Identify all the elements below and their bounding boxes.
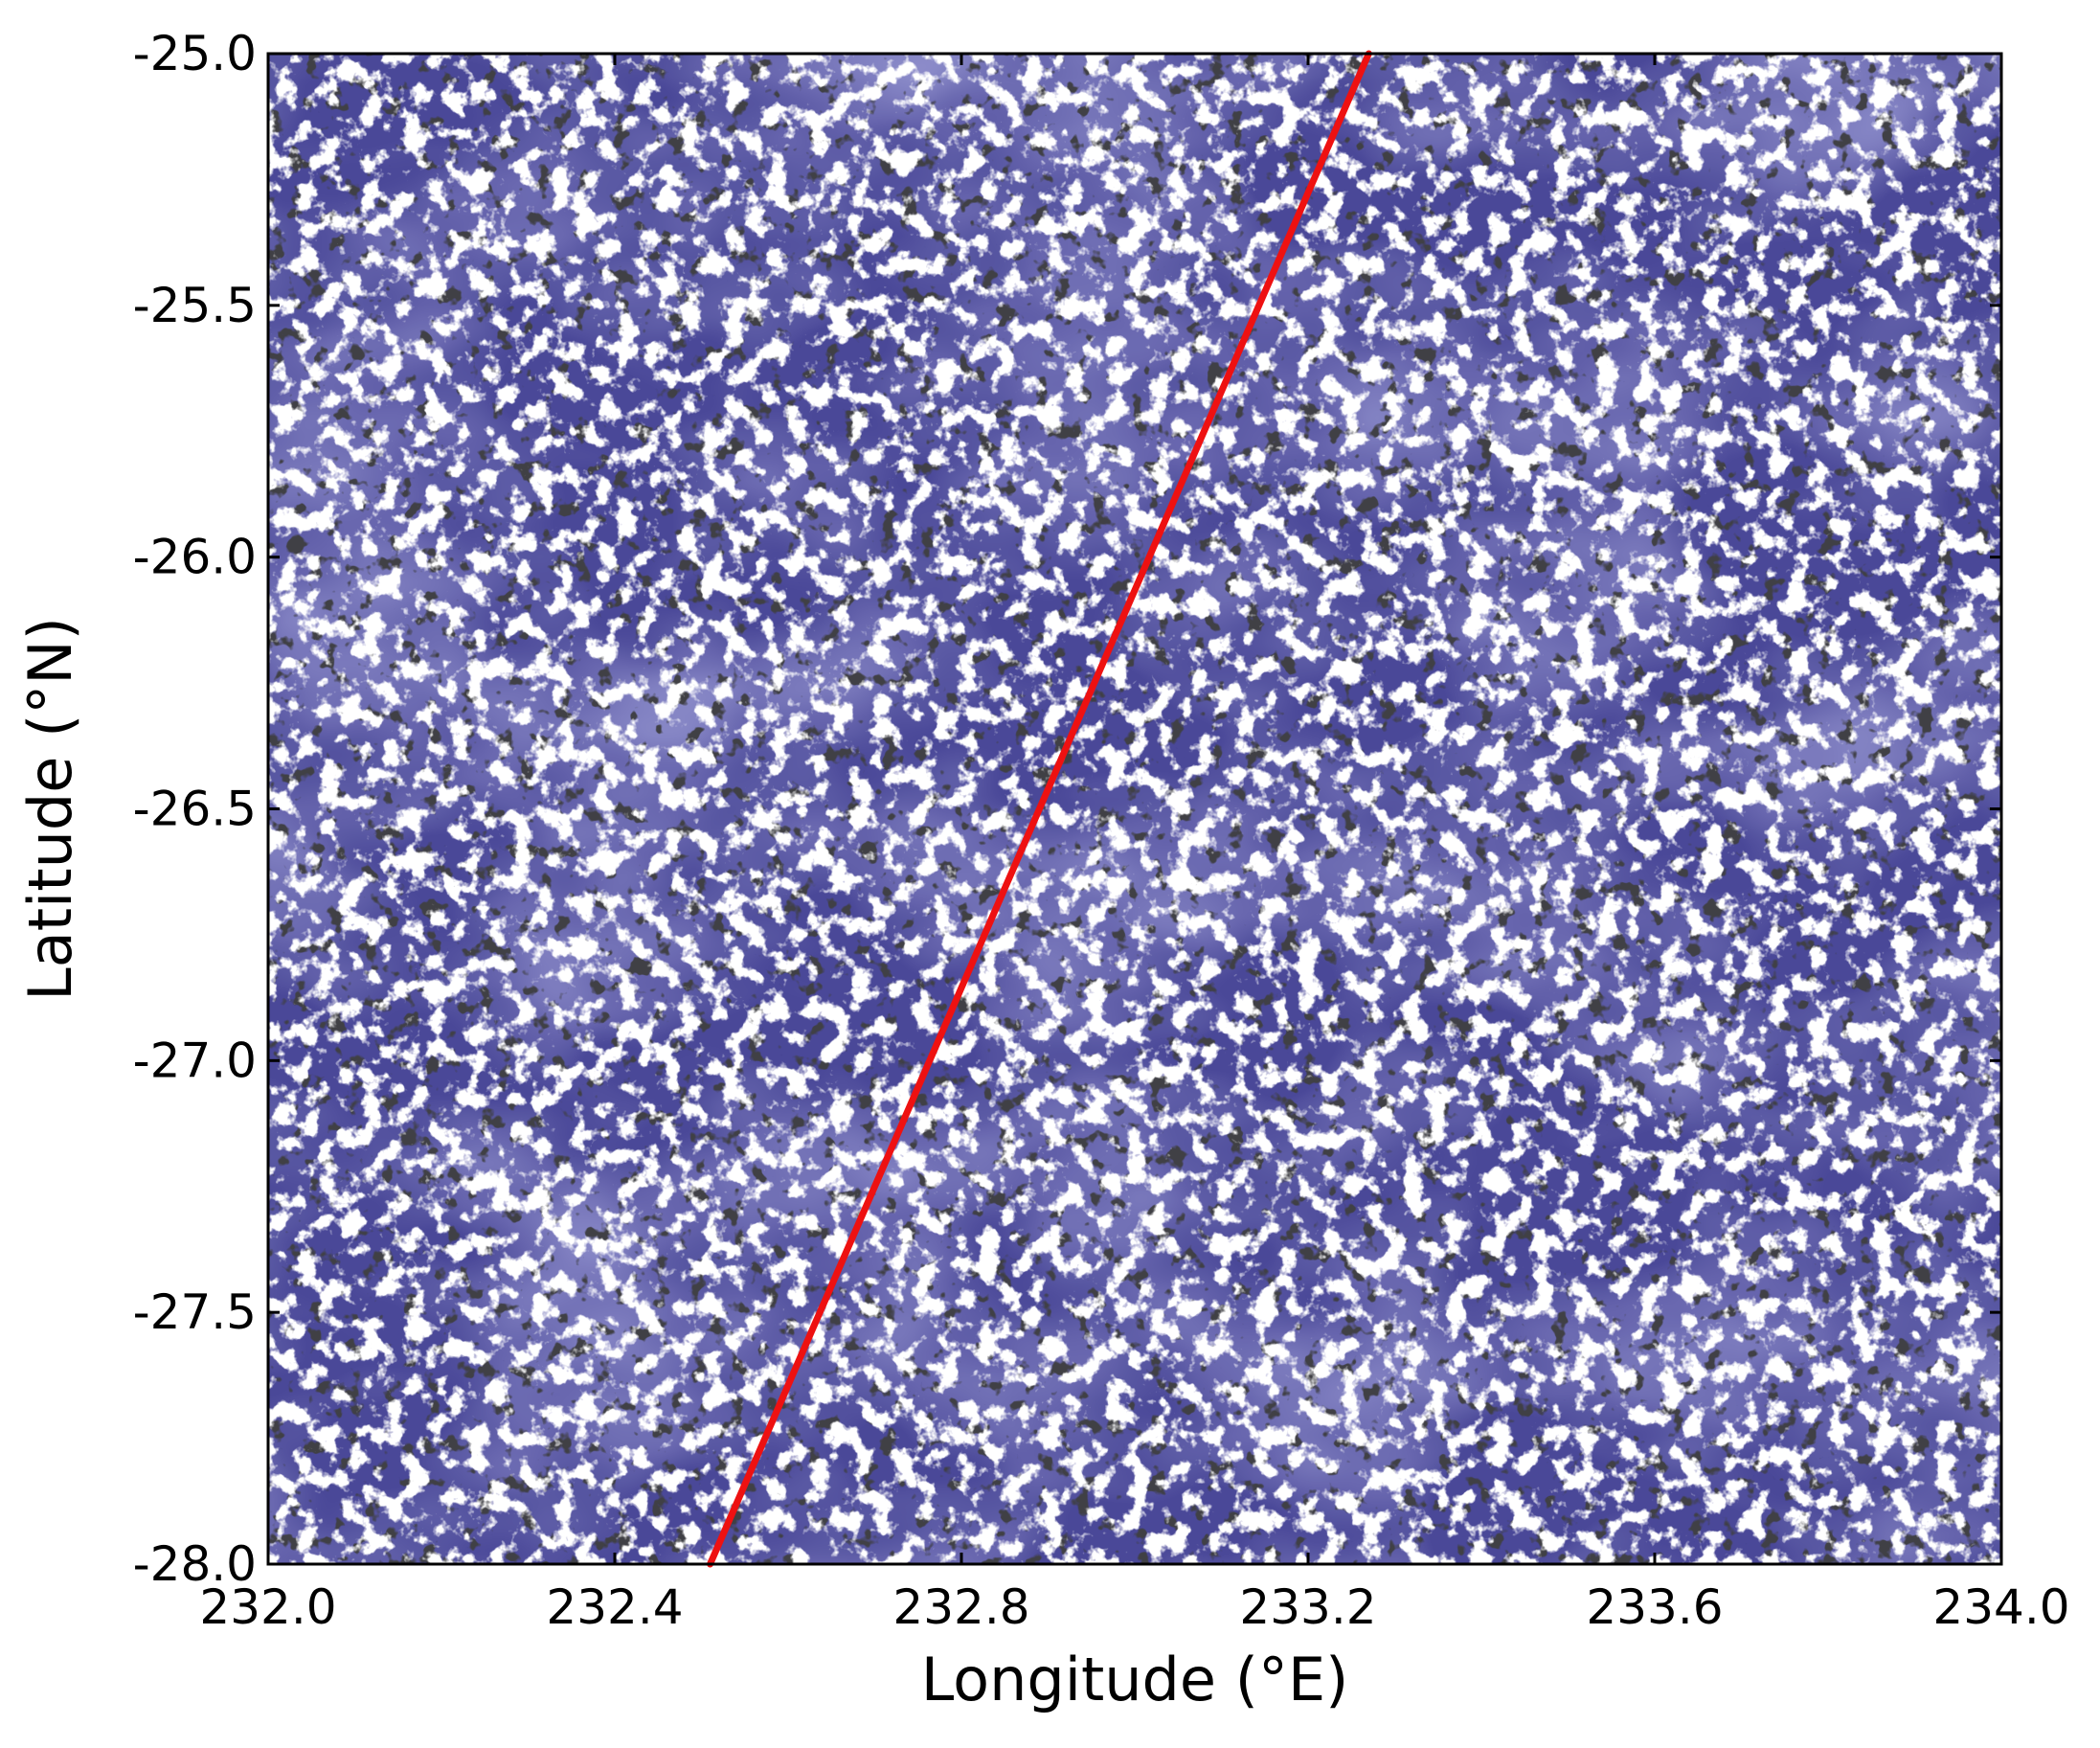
x-tick-label: 233.2 — [1239, 1579, 1376, 1635]
y-axis-title: Latitude (°N) — [15, 617, 85, 1001]
y-tick-label: -25.5 — [133, 278, 257, 333]
y-tick-label: -26.5 — [133, 782, 257, 837]
y-axis: -25.0 -25.5 -26.0 -26.5 -27.0 -27.5 -28.0 — [133, 26, 2001, 1592]
y-tick-label: -27.0 — [133, 1033, 257, 1088]
x-tick-label: 234.0 — [1932, 1579, 2069, 1635]
y-tick-label: -25.0 — [133, 26, 257, 81]
x-tick-label: 232.0 — [199, 1579, 336, 1635]
x-tick-label: 232.8 — [892, 1579, 1029, 1635]
x-axis: 232.0 232.4 232.8 233.2 233.6 234.0 — [199, 54, 2070, 1635]
x-tick-label: 232.4 — [546, 1579, 683, 1635]
satellite-track-line — [707, 50, 1372, 1568]
y-tick-label: -27.5 — [133, 1284, 257, 1340]
cloud-field — [268, 54, 2001, 1564]
satellite-image — [268, 54, 2001, 1564]
x-tick-label: 233.6 — [1586, 1579, 1723, 1635]
y-tick-label: -26.0 — [133, 530, 257, 585]
y-tick-label: -28.0 — [133, 1536, 257, 1592]
x-axis-title: Longitude (°E) — [921, 1645, 1349, 1714]
